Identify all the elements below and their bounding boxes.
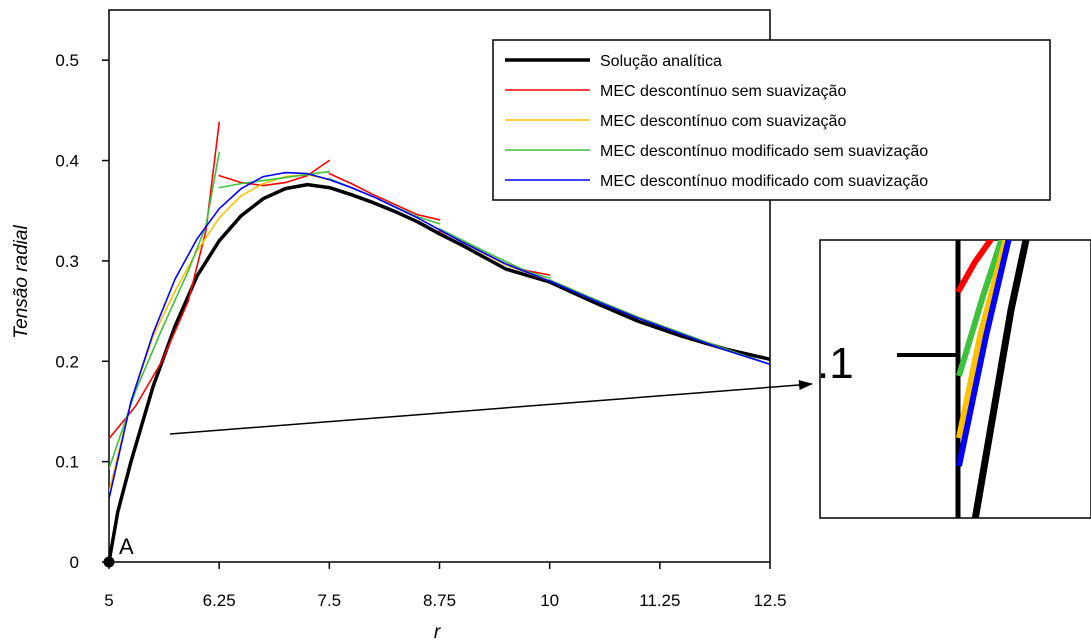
x-tick-label: 8.75 xyxy=(423,591,456,610)
inset-red-curve xyxy=(955,240,995,294)
legend-box xyxy=(492,39,1051,201)
y-tick-label: 0.3 xyxy=(55,252,79,271)
x-tick-label: 12.5 xyxy=(753,591,786,610)
y-tick-label: 0.5 xyxy=(55,51,79,70)
inset-blue-curve xyxy=(956,240,1012,467)
inset-tick-label: .1 xyxy=(817,339,854,388)
series-4 xyxy=(109,171,770,500)
y-axis-title: Tensão radial xyxy=(11,225,32,339)
legend-entry-label: MEC descontínuo sem suavização xyxy=(600,83,846,100)
y-tick-label: 0.2 xyxy=(55,352,79,371)
zoom-arrow xyxy=(169,380,813,435)
legend: Solução analítica MEC descontínuo sem sua… xyxy=(492,39,1051,201)
y-tick-label: 0.1 xyxy=(55,453,79,472)
legend-entry-label: MEC descontínuo modificado com suavizaçã… xyxy=(600,173,928,190)
series-line xyxy=(438,228,551,279)
inset-yellow-curve xyxy=(956,240,1009,439)
series-line xyxy=(109,171,770,500)
point-a-label: A xyxy=(119,534,134,559)
point-a-marker xyxy=(103,556,115,568)
x-tick-label: 7.5 xyxy=(318,591,342,610)
series-0 xyxy=(109,182,770,562)
inset-curves xyxy=(955,240,1030,518)
series-line xyxy=(109,182,770,562)
x-tick-label: 11.25 xyxy=(639,591,680,610)
y-tick-label: 0 xyxy=(70,553,79,572)
x-axis-title: r xyxy=(434,622,441,641)
legend-entry-label: Solução analítica xyxy=(600,53,722,70)
x-tick-label: 5 xyxy=(104,591,113,610)
x-axis: 5 6.25 7.5 8.75 10 11.25 12.5 xyxy=(104,562,787,610)
x-tick-label: 6.25 xyxy=(203,591,236,610)
legend-entry-label: MEC descontínuo com suavização xyxy=(600,113,846,130)
series-line xyxy=(328,172,441,221)
zoom-inset: .1 xyxy=(817,239,1091,519)
legend-entry-label: MEC descontínuo modificado sem suavizaçã… xyxy=(600,143,928,160)
inset-green-curve xyxy=(956,240,1005,377)
inset-analytic-curve xyxy=(971,240,1030,518)
annotation-point-a: A xyxy=(103,534,134,568)
x-tick-label: 10 xyxy=(540,591,559,610)
series-line xyxy=(218,159,331,187)
y-tick-label: 0.4 xyxy=(55,152,79,171)
y-axis: 0 0.1 0.2 0.3 0.4 0.5 xyxy=(55,51,109,572)
series-layer xyxy=(109,121,770,562)
